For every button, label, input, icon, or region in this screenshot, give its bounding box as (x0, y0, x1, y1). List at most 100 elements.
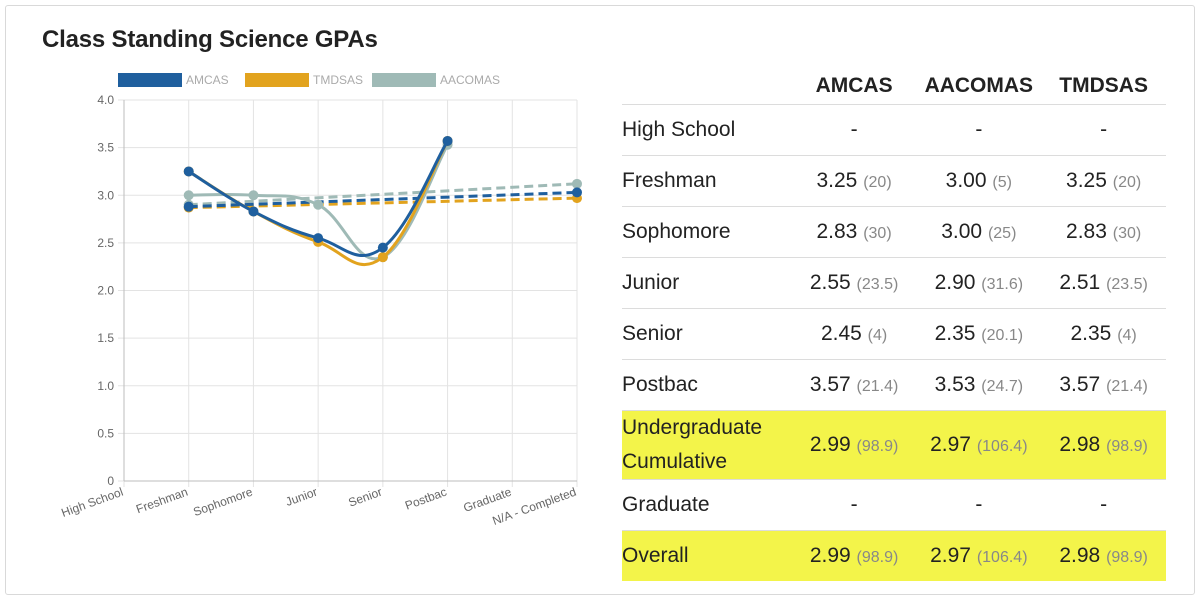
gpa-value: - (1100, 493, 1108, 516)
row-label: Undergraduate Cumulative (622, 410, 792, 480)
x-tick-label: Freshman (134, 485, 190, 517)
legend-swatch-tmdsas (245, 73, 309, 87)
credit-count: (20) (863, 174, 892, 191)
gpa-cell: 2.83 (30) (791, 206, 917, 258)
x-tick-label: Sophomore (191, 485, 254, 519)
table-row: Freshman 3.25 (20) 3.00 (5) 3.25 (20) (622, 155, 1166, 207)
series-line-aacomas (188, 144, 449, 261)
row-label: Overall (622, 530, 792, 581)
gpa-cell: 3.53 (24.7) (916, 359, 1042, 411)
gpa-value: 2.83 (1066, 220, 1107, 243)
y-tick-label: 0 (107, 474, 114, 488)
gpa-cell: - (791, 104, 917, 156)
credit-count: (4) (867, 327, 888, 344)
gpa-cell: 2.90 (31.6) (916, 257, 1042, 309)
gpa-value: 2.99 (809, 544, 851, 567)
row-label: Freshman (622, 155, 792, 207)
gpa-value: 2.55 (809, 271, 851, 294)
gpa-cell: - (791, 479, 917, 531)
y-tick-label: 3.0 (97, 188, 114, 202)
trend-line-tmdsas (188, 196, 578, 210)
gpa-cell: 2.83 (30) (1041, 206, 1166, 258)
gpa-table: AMCAS AACOMAS TMDSAS High School - - - Freshma… (622, 68, 1166, 581)
gpa-cell: - (916, 479, 1042, 531)
credit-count: (5) (992, 174, 1012, 191)
credit-count: (4) (1117, 327, 1137, 344)
gpa-value: 2.35 (1070, 322, 1112, 345)
series-line-amcas (187, 140, 449, 258)
credit-count: (25) (987, 225, 1017, 242)
credit-count: (98.9) (1106, 438, 1148, 455)
gpa-value: - (975, 493, 983, 516)
gpa-value: 2.90 (934, 271, 976, 294)
credit-count: (24.7) (981, 378, 1024, 395)
row-label: Postbac (622, 359, 792, 411)
data-point-amcas (248, 206, 259, 217)
gpa-value: 2.97 (930, 433, 971, 456)
gpa-value: - (1100, 118, 1108, 141)
gpa-cell: 3.00 (25) (916, 206, 1042, 258)
gpa-cell: 2.35 (20.1) (916, 308, 1042, 360)
trend-line-aacomas (188, 182, 578, 207)
credit-count: (98.9) (856, 438, 899, 455)
y-tick-label: 2.0 (97, 284, 114, 298)
gpa-cell: 3.25 (20) (791, 155, 917, 207)
row-label: Graduate (622, 479, 792, 531)
table-row: Junior 2.55 (23.5) 2.90 (31.6) 2.51 (23.5) (622, 257, 1166, 309)
data-point-amcas (313, 233, 324, 244)
credit-count: (98.9) (856, 549, 899, 566)
y-tick-label: 2.5 (97, 236, 114, 250)
column-header-amcas: AMCAS (815, 74, 893, 97)
credit-count: (106.4) (976, 549, 1028, 566)
x-tick-label: Postbac (403, 485, 449, 513)
gpa-cell: - (1041, 479, 1166, 531)
data-point-tmdsas (377, 252, 388, 263)
data-point-aacomas (313, 199, 324, 210)
y-tick-label: 0.5 (97, 426, 114, 440)
table-body: High School - - - Freshman 3.25 (20) 3.00 (5) 3… (622, 104, 1166, 581)
gpa-value: 2.35 (934, 322, 976, 345)
column-header-aacomas: AACOMAS (924, 74, 1034, 97)
table-row: Postbac 3.57 (21.4) 3.53 (24.7) 3.57 (21.4) (622, 359, 1166, 411)
header-blank (622, 68, 792, 105)
legend-swatch-aacomas (372, 73, 436, 87)
gpa-value: 3.00 (945, 169, 987, 192)
gpa-value: 3.53 (934, 373, 976, 396)
credit-count: (31.6) (981, 276, 1024, 293)
credit-count: (23.5) (1106, 276, 1148, 293)
data-point-amcas (183, 166, 194, 177)
credit-count: (21.4) (856, 378, 899, 395)
row-label: Junior (622, 257, 792, 309)
gpa-cell: 2.97 (106.4) (916, 530, 1042, 581)
gpa-cell: 2.98 (98.9) (1041, 410, 1166, 480)
credit-count: (30) (1112, 225, 1142, 242)
gpa-cell: 2.97 (106.4) (916, 410, 1042, 480)
data-point-aacomas (183, 190, 194, 201)
gpa-value: 3.25 (1066, 169, 1107, 192)
gpa-cell: 2.45 (4) (791, 308, 917, 360)
gpa-value: - (850, 493, 858, 516)
gpa-value: 2.99 (809, 433, 851, 456)
x-tick-label: Senior (346, 485, 383, 510)
gpa-value: 2.51 (1059, 271, 1101, 294)
trend-point-amcas (572, 187, 582, 198)
gpa-cell: 3.57 (21.4) (1041, 359, 1166, 411)
y-tick-label: 3.5 (97, 141, 114, 155)
table-row: Sophomore 2.83 (30) 3.00 (25) 2.83 (30) (622, 206, 1166, 258)
y-tick-label: 1.0 (97, 379, 114, 393)
table-row: High School - - - (622, 104, 1166, 156)
gpa-cell: 2.35 (4) (1041, 308, 1166, 360)
gpa-cell: 2.98 (98.9) (1041, 530, 1166, 581)
trend-point-aacomas (572, 178, 582, 189)
row-label: Senior (622, 308, 792, 360)
gpa-cell: 3.00 (5) (916, 155, 1042, 207)
data-point-amcas (377, 242, 388, 253)
legend-label-amcas: AMCAS (186, 73, 229, 87)
legend-swatch-amcas (118, 73, 182, 87)
row-label: High School (622, 104, 792, 156)
gpa-cell: 2.51 (23.5) (1041, 257, 1166, 309)
x-tick-label: High School (59, 485, 125, 520)
credit-count: (20) (1112, 174, 1142, 191)
gpa-value: - (850, 118, 858, 141)
table-row: Graduate - - - (622, 479, 1166, 531)
